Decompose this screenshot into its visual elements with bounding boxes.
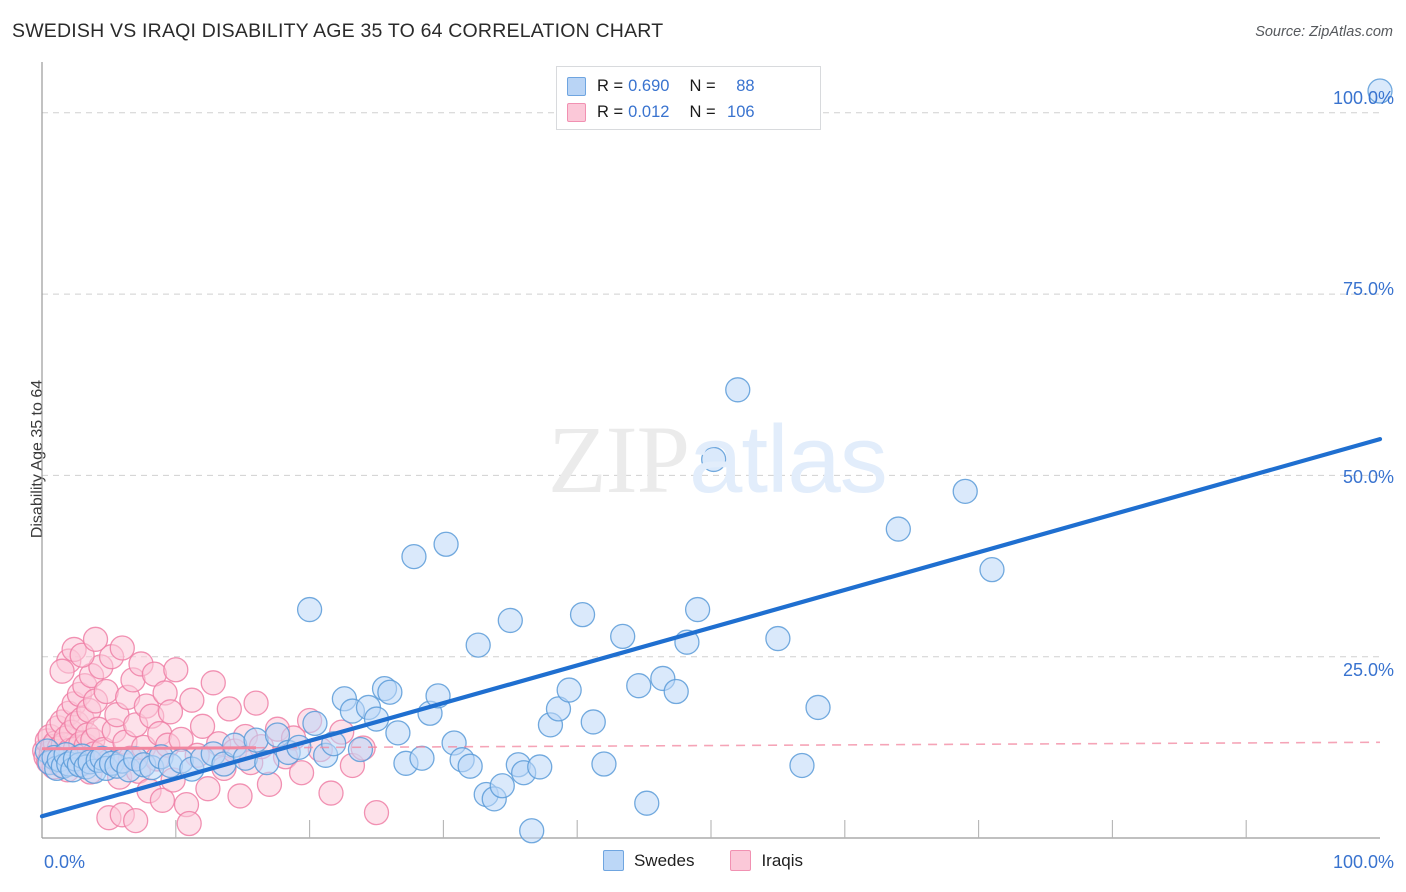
r-value-swedes: 0.690 [628, 76, 670, 95]
stats-row-swedes: R = 0.690 N = 88 [567, 73, 810, 99]
legend-item-swedes[interactable]: Swedes [602, 850, 695, 871]
n-value-swedes: 88 [736, 76, 755, 95]
x-axis-label-min: 0.0% [44, 852, 86, 872]
swedes-trendline [39, 437, 1383, 819]
series-legend: Swedes Iraqis [0, 850, 1406, 871]
r-value-iraqis: 0.012 [628, 102, 670, 121]
n-label-iraqis: N = [689, 102, 716, 121]
legend-item-iraqis[interactable]: Iraqis [730, 850, 803, 871]
stats-row-iraqis: R = 0.012 N = 106 [567, 99, 810, 125]
legend-swatch-iraqis-icon [730, 850, 752, 871]
iraqis-trendline [41, 741, 1381, 751]
swatch-iraqis-icon [567, 102, 586, 122]
swedes-scatter-points [34, 78, 1393, 844]
y-axis-label-100: 100.0% [1332, 88, 1394, 108]
x-axis-ticks [175, 820, 1247, 838]
legend-swatch-swedes-icon [602, 850, 624, 871]
swatch-swedes-icon [567, 76, 586, 96]
n-value-iraqis: 106 [727, 102, 755, 121]
y-axis-label-50: 50.0% [1342, 467, 1394, 487]
x-axis-label-max: 100.0% [1332, 852, 1394, 872]
correlation-stats-legend: R = 0.690 N = 88 R = 0.012 N = 106 [556, 66, 821, 130]
y-axis-label-75: 75.0% [1342, 279, 1394, 299]
page-title: SWEDISH VS IRAQI DISABILITY AGE 35 TO 64… [12, 20, 664, 42]
legend-label-swedes: Swedes [633, 850, 695, 870]
r-label-iraqis: R = [597, 102, 624, 121]
n-label-swedes: N = [689, 76, 716, 95]
source-attribution: Source: ZipAtlas.com [1255, 24, 1393, 40]
y-axis-label-25: 25.0% [1342, 660, 1394, 680]
legend-label-iraqis: Iraqis [761, 850, 804, 870]
gridlines [42, 112, 1380, 658]
r-label-swedes: R = [597, 76, 624, 95]
